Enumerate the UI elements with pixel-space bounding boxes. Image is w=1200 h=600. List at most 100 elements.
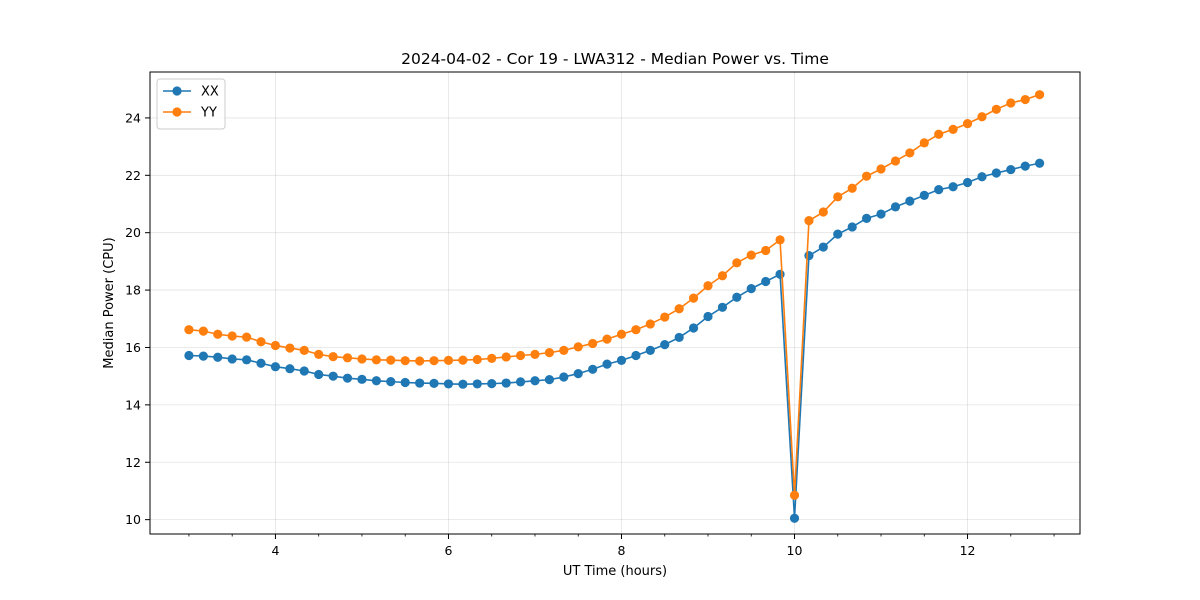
- data-point-yy: [285, 343, 295, 353]
- data-point-xx: [746, 284, 756, 294]
- data-point-yy: [645, 319, 655, 329]
- data-point-yy: [559, 345, 569, 355]
- data-point-xx: [717, 302, 728, 312]
- data-point-yy: [631, 325, 641, 335]
- data-point-xx: [501, 378, 511, 388]
- data-point-yy: [602, 334, 612, 344]
- data-point-xx: [948, 182, 958, 192]
- data-point-yy: [948, 124, 958, 134]
- data-point-yy: [761, 245, 771, 256]
- legend-label: YY: [200, 106, 217, 121]
- data-point-yy: [660, 312, 670, 322]
- data-point-xx: [342, 373, 353, 383]
- x-tick-label: 8: [618, 543, 626, 558]
- data-point-yy: [1020, 94, 1030, 105]
- data-point-xx: [213, 352, 223, 362]
- data-point-xx: [400, 377, 410, 388]
- data-point-yy: [328, 352, 338, 362]
- data-point-xx: [818, 242, 828, 252]
- data-point-xx: [314, 369, 324, 380]
- data-point-xx: [371, 376, 381, 386]
- data-point-xx: [833, 229, 843, 239]
- series-xx: [184, 158, 1045, 523]
- data-point-yy: [962, 119, 973, 129]
- data-point-xx: [429, 378, 439, 388]
- data-point-yy: [213, 329, 223, 339]
- data-point-xx: [458, 379, 468, 389]
- data-point-yy: [443, 355, 454, 365]
- data-point-yy: [847, 183, 857, 193]
- data-point-yy: [371, 355, 381, 365]
- data-point-xx: [415, 378, 425, 388]
- legend-label: XX: [201, 85, 219, 100]
- data-point-yy: [472, 354, 482, 365]
- y-tick-label: 20: [125, 225, 141, 240]
- data-point-yy: [977, 112, 987, 122]
- data-point-xx: [299, 366, 309, 376]
- data-point-yy: [314, 349, 324, 359]
- data-point-yy: [833, 192, 843, 202]
- data-point-yy: [1006, 98, 1016, 108]
- data-point-yy: [458, 355, 468, 365]
- data-point-xx: [934, 185, 944, 195]
- data-point-xx: [962, 177, 973, 188]
- data-point-xx: [285, 364, 295, 374]
- data-point-xx: [357, 374, 367, 384]
- chart-title: 2024-04-02 - Cor 19 - LWA312 - Median Po…: [401, 50, 829, 68]
- data-point-xx: [242, 355, 252, 365]
- x-tick-label: 10: [787, 543, 803, 558]
- data-point-xx: [559, 372, 569, 382]
- data-point-xx: [184, 350, 194, 361]
- data-point-yy: [775, 235, 785, 245]
- data-point-yy: [890, 156, 901, 166]
- data-point-xx: [386, 377, 396, 387]
- data-point-yy: [487, 353, 497, 363]
- data-point-xx: [443, 379, 454, 389]
- data-point-yy: [184, 325, 194, 335]
- data-point-yy: [400, 356, 410, 366]
- data-point-yy: [732, 258, 742, 268]
- data-point-xx: [1006, 164, 1016, 175]
- legend-marker: [172, 107, 182, 117]
- data-point-yy: [861, 171, 872, 181]
- data-point-xx: [732, 292, 742, 302]
- data-point-yy: [544, 348, 555, 358]
- data-point-xx: [227, 354, 237, 364]
- data-point-yy: [616, 329, 627, 339]
- data-point-yy: [342, 353, 353, 363]
- data-point-xx: [688, 323, 699, 333]
- data-point-xx: [703, 311, 713, 322]
- legend-item-xx: XX: [163, 85, 219, 100]
- data-point-xx: [847, 222, 857, 232]
- x-tick-label: 4: [271, 543, 279, 558]
- data-point-xx: [890, 202, 901, 212]
- y-tick-label: 22: [125, 168, 141, 183]
- data-point-xx: [977, 172, 987, 182]
- data-point-xx: [1020, 161, 1030, 171]
- data-point-xx: [660, 340, 670, 350]
- data-point-xx: [876, 209, 886, 219]
- y-axis: 10 12 14 16 18 20 22 24: [125, 110, 150, 527]
- data-point-xx: [919, 190, 929, 200]
- data-point-yy: [588, 338, 598, 349]
- data-point-yy: [198, 326, 208, 336]
- data-point-xx: [588, 364, 598, 374]
- x-axis: 4 6 8 10 12: [188, 534, 1055, 558]
- data-point-yy: [1035, 90, 1045, 100]
- data-point-yy: [242, 332, 252, 342]
- data-point-yy: [717, 271, 728, 281]
- data-point-yy: [530, 349, 540, 359]
- x-tick-label: 6: [444, 543, 452, 558]
- data-point-xx: [602, 359, 612, 369]
- series-layer: [184, 90, 1045, 523]
- legend-item-yy: YY: [163, 106, 217, 121]
- y-tick-label: 24: [125, 110, 141, 125]
- data-point-xx: [530, 376, 540, 386]
- x-axis-label: UT Time (hours): [563, 564, 667, 579]
- y-tick-label: 10: [125, 512, 141, 527]
- data-point-xx: [1035, 158, 1045, 168]
- data-point-xx: [991, 168, 1001, 178]
- data-point-yy: [991, 104, 1001, 114]
- data-point-xx: [861, 213, 872, 223]
